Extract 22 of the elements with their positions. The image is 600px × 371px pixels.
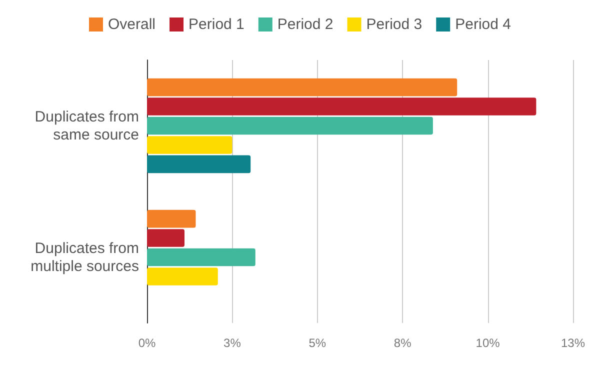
legend-label: Period 4 <box>455 16 511 33</box>
y-tick-label: Duplicates from same source <box>34 108 139 144</box>
x-tick-label: 0% <box>138 336 156 350</box>
x-tick-label: 10% <box>476 336 500 350</box>
bar <box>147 98 536 116</box>
bar <box>147 268 218 286</box>
bar <box>147 210 196 228</box>
bar <box>147 78 458 96</box>
legend-label: Period 2 <box>277 16 334 33</box>
y-tick-label: Duplicates from multiple sources <box>30 240 139 275</box>
bar <box>147 116 433 135</box>
legend-label: Period 3 <box>366 16 422 33</box>
legend-label: Overall <box>108 16 156 33</box>
bar <box>147 136 232 154</box>
x-tick-label: 3% <box>224 336 242 350</box>
x-tick-label: 13% <box>560 336 586 350</box>
legend-label: Period 1 <box>188 16 244 33</box>
bar <box>147 248 256 266</box>
bar <box>147 155 251 174</box>
x-tick-label: 5% <box>308 336 326 350</box>
bar <box>147 229 184 247</box>
x-tick-label: 8% <box>394 336 412 350</box>
